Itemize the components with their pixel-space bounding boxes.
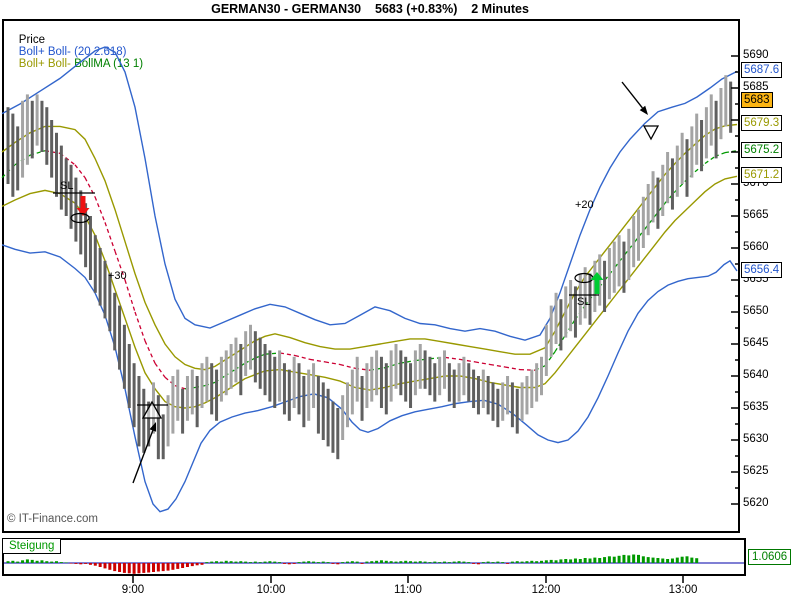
x-axis-label: 10:00 (256, 584, 286, 596)
y-axis-label: 5635 (743, 401, 769, 413)
band-value-badge: 5679.3 (741, 115, 783, 132)
chart-title: GERMAN30 - GERMAN30 5683 (+0.83%) 2 Minu… (211, 2, 529, 16)
legend-bollinger-outer[interactable]: Boll+ Boll- (20 2.618) (18, 46, 127, 58)
x-axis-label: 9:00 (121, 584, 145, 596)
band-value-badge: 5656.4 (741, 262, 783, 279)
x-axis-label: 12:00 (531, 584, 561, 596)
band-value-badge: 5671.2 (741, 167, 783, 184)
price-chart-area[interactable] (2, 19, 740, 533)
y-axis-label: 5650 (743, 305, 769, 317)
y-axis-label: 5630 (743, 433, 769, 445)
y-axis-label: 5665 (743, 209, 769, 221)
legend-bollinger-inner[interactable]: Boll+ Boll- BollMA (13 1) (19, 58, 143, 70)
watermark: © IT-Finance.com (7, 513, 98, 525)
chart-legend: Price Boll+ Boll- (20 2.618) Boll+ Boll-… (6, 22, 159, 82)
indicator-panel[interactable] (2, 538, 746, 576)
legend-inner-bands-label: Boll+ Boll- (18, 58, 71, 70)
band-value-badge: 5675.2 (741, 141, 783, 158)
y-axis-label: 5625 (743, 465, 769, 477)
y-axis-label: 5690 (743, 49, 769, 61)
y-axis-label: 5685 (743, 81, 769, 93)
x-axis-label: 11:00 (394, 584, 422, 596)
legend-inner-ma-label: BollMA (13 1) (74, 58, 144, 70)
y-axis-label: 5660 (743, 241, 769, 253)
y-axis-label: 5640 (743, 369, 769, 381)
band-value-badge: 5687.6 (741, 62, 783, 79)
current-price-badge: 5683 (741, 91, 773, 108)
y-axis-label: 5645 (743, 337, 769, 349)
y-axis-label: 5655 (743, 273, 769, 285)
x-axis-label: 13:00 (668, 584, 698, 596)
indicator-value-badge: 1.0606 (748, 549, 792, 565)
indicator-name-box[interactable]: Steigung (2, 538, 62, 554)
y-axis-label: 5670 (743, 177, 769, 189)
y-axis-label: 5620 (743, 497, 769, 509)
indicator-name: Steigung (9, 540, 55, 552)
legend-price-label[interactable]: Price (18, 34, 45, 46)
